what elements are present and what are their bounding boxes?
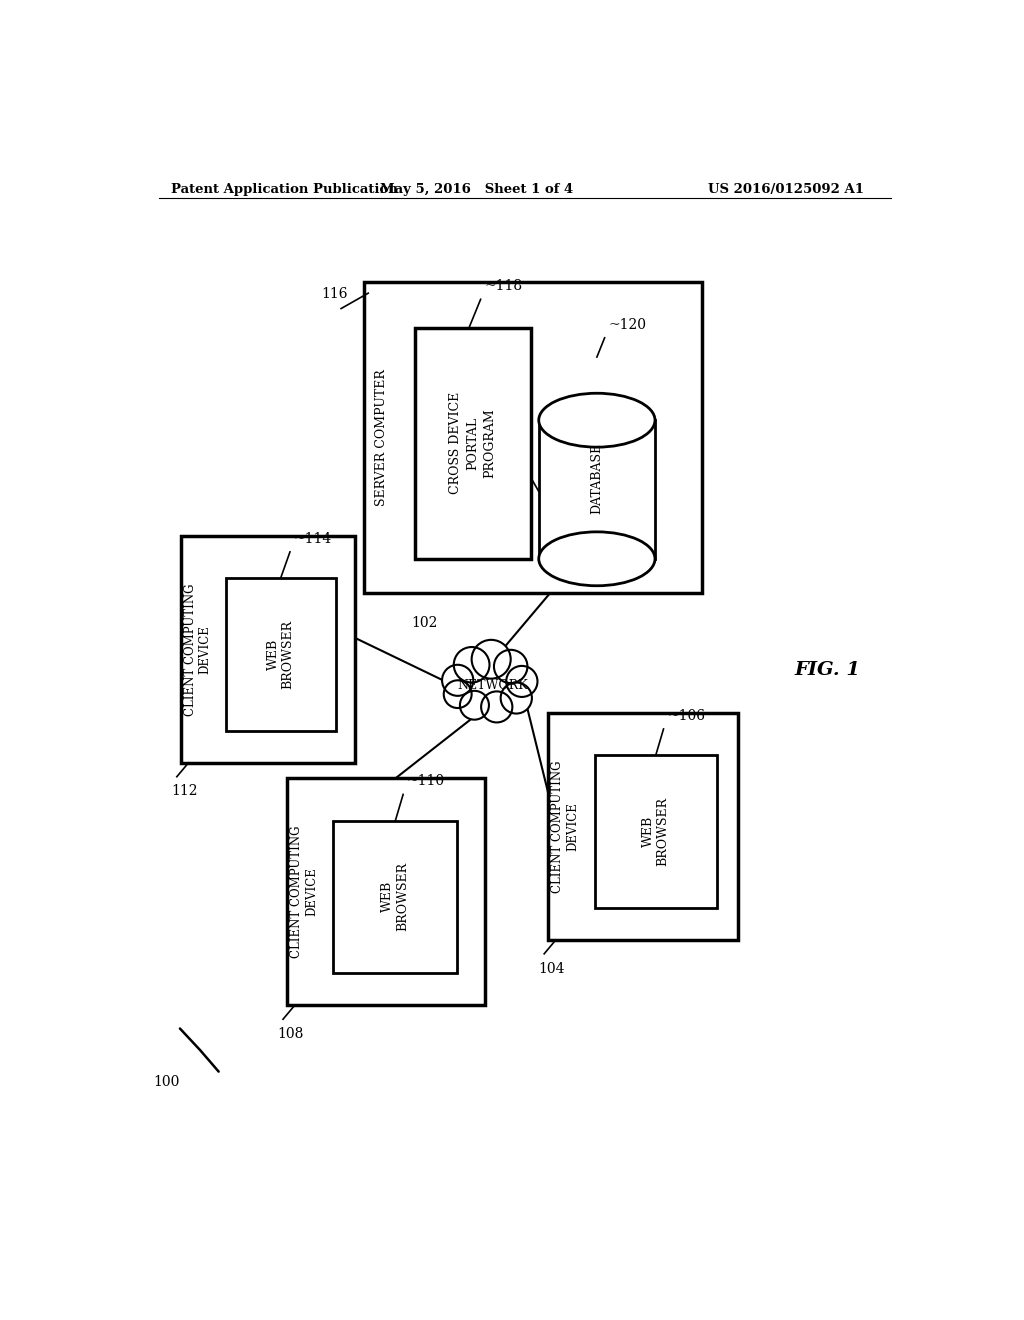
Bar: [334, 821, 458, 973]
Bar: [548, 713, 738, 940]
Text: 112: 112: [171, 784, 198, 799]
Text: 102: 102: [411, 616, 437, 631]
Text: WEB
BROWSER: WEB BROWSER: [266, 619, 295, 689]
Circle shape: [481, 692, 512, 722]
Circle shape: [442, 665, 473, 696]
Text: Patent Application Publication: Patent Application Publication: [171, 183, 397, 197]
Text: ~114: ~114: [294, 532, 332, 545]
Circle shape: [460, 690, 488, 719]
Text: 116: 116: [322, 286, 348, 301]
Text: US 2016/0125092 A1: US 2016/0125092 A1: [709, 183, 864, 197]
Circle shape: [501, 682, 531, 714]
Bar: [595, 755, 717, 908]
Text: FIG. 1: FIG. 1: [795, 661, 860, 680]
Text: ~110: ~110: [407, 775, 445, 788]
Text: May 5, 2016   Sheet 1 of 4: May 5, 2016 Sheet 1 of 4: [380, 183, 573, 197]
Bar: [539, 420, 655, 558]
Circle shape: [506, 665, 538, 697]
Ellipse shape: [539, 532, 655, 586]
Text: SERVER COMPUTER: SERVER COMPUTER: [375, 370, 388, 506]
Text: DATABASE: DATABASE: [591, 442, 603, 513]
Circle shape: [443, 680, 472, 708]
Text: NETWORK: NETWORK: [457, 680, 527, 693]
Text: CLIENT COMPUTING
DEVICE: CLIENT COMPUTING DEVICE: [290, 825, 317, 958]
Text: 108: 108: [278, 1027, 304, 1041]
Text: ~120: ~120: [608, 318, 646, 331]
Text: WEB
BROWSER: WEB BROWSER: [642, 797, 670, 866]
Text: 104: 104: [539, 961, 565, 975]
Text: ~118: ~118: [484, 279, 522, 293]
Text: ~106: ~106: [668, 709, 706, 723]
Bar: [180, 536, 355, 763]
Bar: [415, 327, 531, 558]
Bar: [365, 281, 701, 594]
Circle shape: [454, 647, 489, 682]
Text: WEB
BROWSER: WEB BROWSER: [381, 862, 410, 932]
Bar: [225, 578, 336, 730]
Text: CLIENT COMPUTING
DEVICE: CLIENT COMPUTING DEVICE: [183, 583, 212, 715]
Bar: [287, 779, 484, 1006]
Ellipse shape: [539, 393, 655, 447]
Circle shape: [494, 649, 527, 682]
Text: CLIENT COMPUTING
DEVICE: CLIENT COMPUTING DEVICE: [551, 760, 580, 892]
Text: CROSS DEVICE
PORTAL
PROGRAM: CROSS DEVICE PORTAL PROGRAM: [450, 392, 497, 495]
Circle shape: [472, 640, 511, 678]
Text: 100: 100: [154, 1076, 180, 1089]
Ellipse shape: [458, 665, 519, 706]
